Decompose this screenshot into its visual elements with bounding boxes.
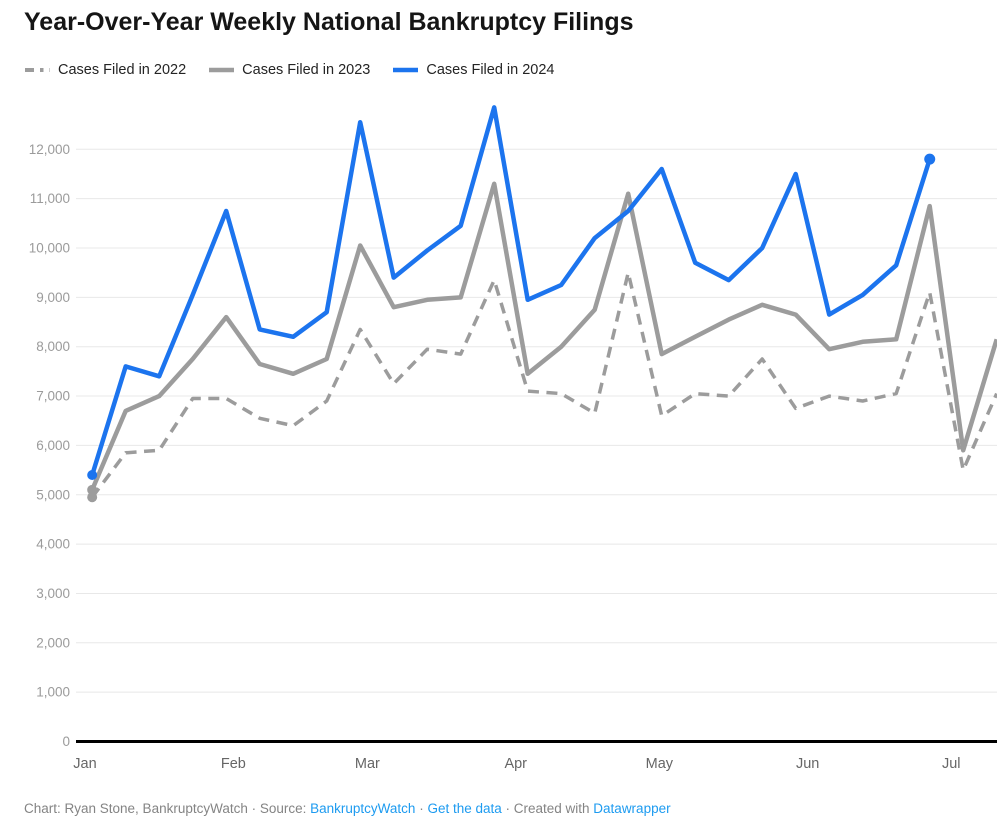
legend-label: Cases Filed in 2023 [242, 62, 371, 78]
legend-item-2024: Cases Filed in 2024 [392, 62, 555, 78]
x-tick-label-jan: Jan [73, 756, 96, 772]
x-tick-label-jul: Jul [942, 756, 961, 772]
x-tick-label-jun: Jun [796, 756, 819, 772]
series-start-dot-2023 [87, 484, 98, 495]
y-tick-label: 11,000 [30, 191, 70, 206]
x-tick-label-apr: Apr [504, 756, 527, 772]
series-start-dot-2022 [87, 492, 98, 503]
legend-swatch-solid [393, 67, 419, 73]
y-tick-label: 12,000 [29, 142, 70, 157]
legend-swatch-solid [209, 67, 235, 73]
y-tick-label: 5,000 [36, 487, 70, 502]
y-tick-label: 2,000 [36, 635, 70, 650]
footer-attribution: Chart: Ryan Stone, BankruptcyWatch · Sou… [24, 801, 671, 816]
y-tick-label: 6,000 [36, 438, 70, 453]
legend-swatch-dashed [25, 68, 50, 72]
footer-link-get-the-data[interactable]: Get the data [427, 801, 502, 816]
footer-text: Created with [513, 801, 594, 816]
y-tick-label: 1,000 [36, 685, 70, 700]
footer-text: · [247, 801, 260, 816]
footer-text: · [501, 801, 514, 816]
series-line-2024 [90, 105, 932, 476]
legend: Cases Filed in 2022 Cases Filed in 2023 Ca… [24, 62, 555, 78]
series-start-dot-2024 [87, 470, 98, 481]
x-tick-label-feb: Feb [221, 756, 246, 772]
footer-link-datawrapper[interactable]: Datawrapper [593, 801, 671, 816]
legend-item-2022: Cases Filed in 2022 [24, 62, 186, 78]
y-tick-label: 10,000 [29, 241, 70, 256]
legend-label: Cases Filed in 2022 [58, 62, 187, 78]
x-tick-label-mar: Mar [355, 756, 380, 772]
series-line-2023 [90, 181, 997, 491]
series-end-dot-2024 [924, 153, 936, 165]
y-tick-label: 0 [62, 734, 70, 749]
footer-link-bankruptcywatch[interactable]: BankruptcyWatch [310, 801, 416, 816]
legend-label: Cases Filed in 2024 [426, 62, 555, 78]
footer-text: Chart: Ryan Stone, BankruptcyWatch [24, 801, 248, 816]
y-tick-label: 3,000 [36, 586, 70, 601]
y-tick-label: 8,000 [36, 339, 70, 354]
y-tick-label: 4,000 [36, 537, 70, 552]
y-tick-label: 9,000 [36, 290, 70, 305]
legend-item-2023: Cases Filed in 2023 [208, 62, 370, 78]
series-line-2022 [90, 270, 997, 499]
x-tick-label-may: May [646, 756, 674, 772]
y-tick-label: 7,000 [36, 389, 70, 404]
footer-text: · [415, 801, 428, 816]
chart-title: Year-Over-Year Weekly National Bankruptc… [24, 8, 634, 36]
footer-text: Source: [259, 801, 311, 816]
